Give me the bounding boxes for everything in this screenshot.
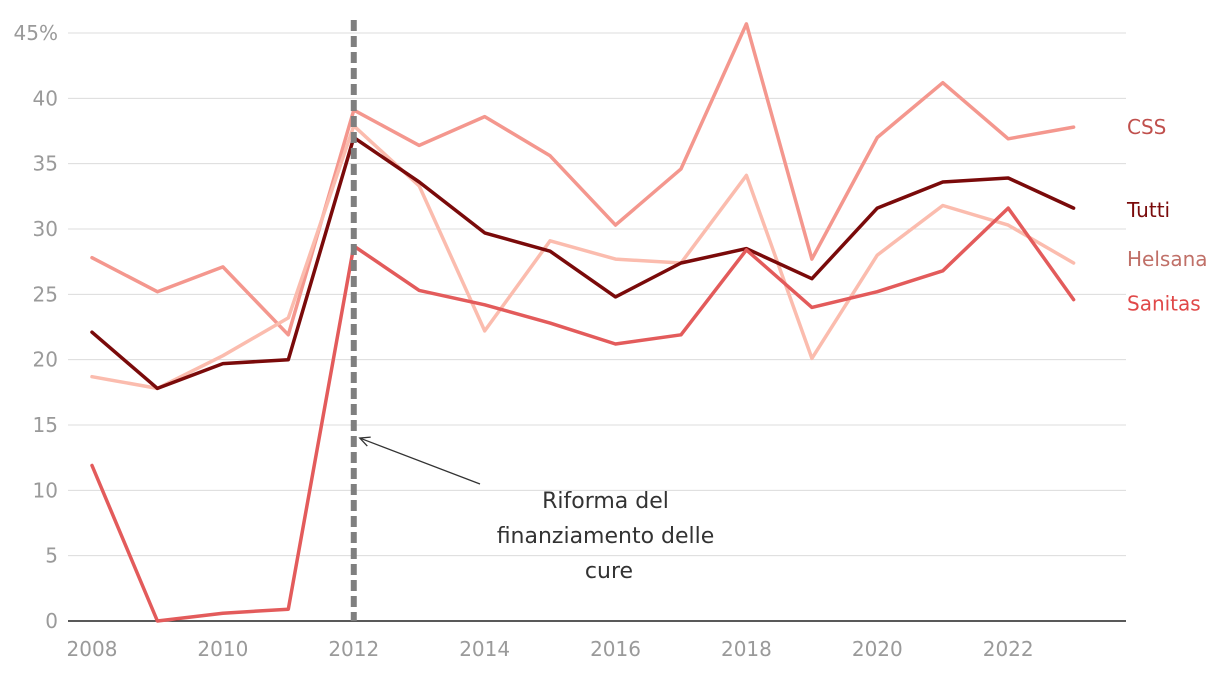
y-tick-label: 30 xyxy=(33,217,58,241)
y-tick-label: 5 xyxy=(45,544,58,568)
y-tick-label: 45% xyxy=(14,21,58,45)
y-tick-label: 0 xyxy=(45,609,58,633)
x-tick-label: 2008 xyxy=(67,637,118,661)
annotation-arrow xyxy=(359,437,481,485)
series-line-sanitas xyxy=(90,206,1076,623)
y-tick-label: 15 xyxy=(33,413,58,437)
series-line-css xyxy=(90,22,1076,337)
series-labels: CSS Helsana Tutti Sanitas xyxy=(1126,115,1208,315)
x-tick-label: 2010 xyxy=(197,637,248,661)
y-tick-label: 40 xyxy=(33,86,58,110)
series-label-css: CSS xyxy=(1127,115,1166,139)
x-tick-label: 2020 xyxy=(852,637,903,661)
y-tick-label: 20 xyxy=(33,348,58,372)
annotation-line-2: finanziamento delle xyxy=(497,524,715,549)
series-label-sanitas: Sanitas xyxy=(1127,292,1201,316)
annotation-arrowhead-icon xyxy=(358,436,371,447)
x-tick-label: 2022 xyxy=(983,637,1034,661)
annotation-line-3: cure xyxy=(585,559,633,584)
y-tick-label: 10 xyxy=(33,478,58,502)
x-tick-label: 2016 xyxy=(590,637,641,661)
series-lines xyxy=(90,22,1076,623)
y-axis-ticks: 0 5 10 15 20 25 30 35 40 45% xyxy=(14,21,58,633)
series-label-helsana: Helsana xyxy=(1127,247,1208,271)
y-tick-label: 25 xyxy=(33,282,58,306)
x-tick-label: 2012 xyxy=(328,637,379,661)
y-tick-label: 35 xyxy=(33,152,58,176)
x-axis-ticks: 2008 2010 2012 2014 2016 2018 2020 2022 xyxy=(67,637,1034,661)
reform-annotation: Riforma del finanziamento delle cure xyxy=(358,436,722,584)
x-tick-label: 2014 xyxy=(459,637,510,661)
series-line-helsana xyxy=(90,124,1076,391)
x-tick-label: 2018 xyxy=(721,637,772,661)
series-label-tutti: Tutti xyxy=(1126,198,1170,222)
annotation-text: Riforma del finanziamento delle cure xyxy=(497,489,722,584)
annotation-line-1: Riforma del xyxy=(542,489,669,514)
series-line-tutti xyxy=(90,135,1076,391)
gridlines xyxy=(68,32,1126,557)
